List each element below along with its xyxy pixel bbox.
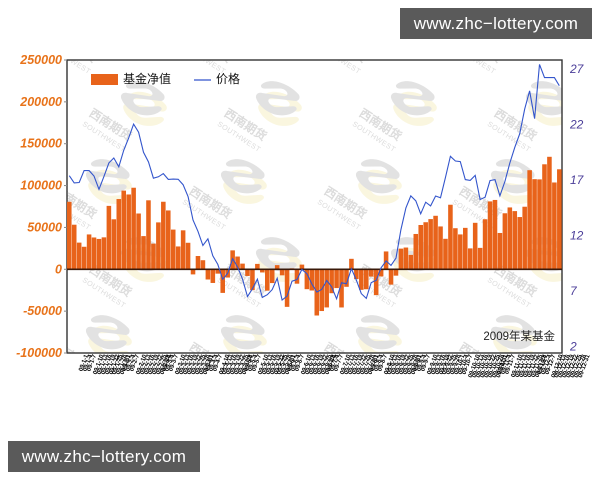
svg-text:100000: 100000 [20, 179, 62, 193]
svg-text:0: 0 [55, 262, 62, 276]
svg-text:2: 2 [569, 340, 577, 354]
svg-text:250000: 250000 [19, 53, 62, 67]
svg-text:200000: 200000 [19, 95, 62, 109]
svg-text:22: 22 [569, 118, 584, 132]
svg-text:2009年某基金: 2009年某基金 [483, 329, 555, 343]
svg-text:-50000: -50000 [23, 304, 62, 318]
svg-text:基金净值: 基金净值 [123, 71, 171, 86]
svg-text:27: 27 [569, 62, 585, 76]
svg-text:12: 12 [570, 229, 584, 243]
svg-text:50000: 50000 [27, 220, 62, 234]
svg-text:17: 17 [570, 173, 585, 187]
svg-text:150000: 150000 [20, 137, 62, 151]
svg-text:价格: 价格 [216, 71, 240, 86]
